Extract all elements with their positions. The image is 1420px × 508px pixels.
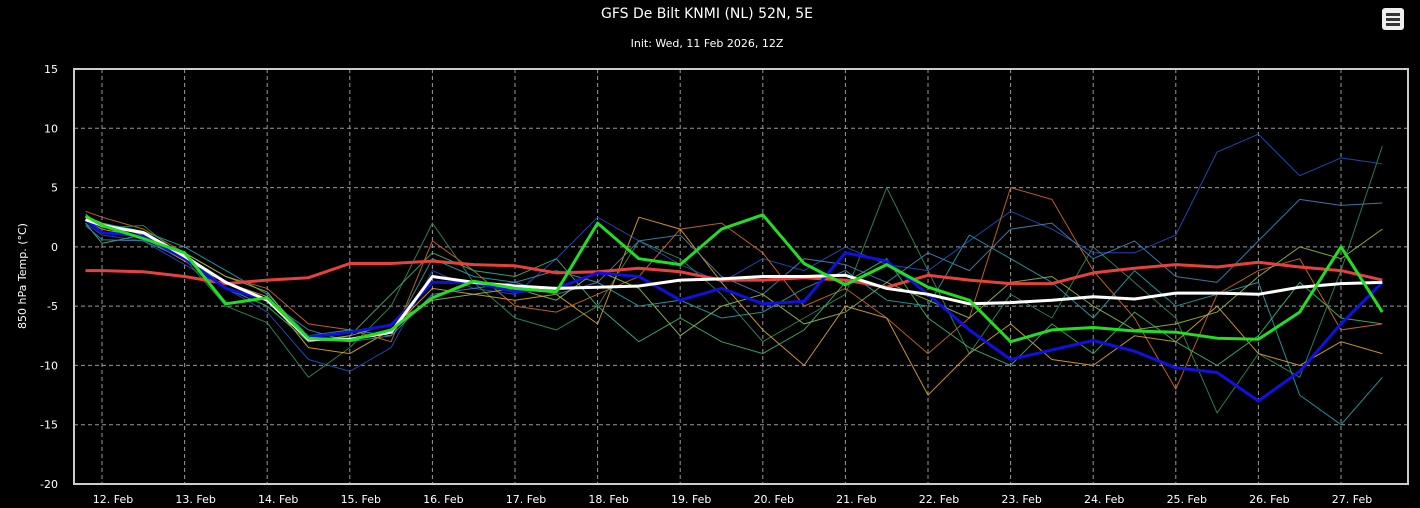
y-tick-label: -20 <box>40 478 58 491</box>
x-tick-label: 12. Feb <box>93 493 133 506</box>
x-tick-label: 19. Feb <box>671 493 711 506</box>
hamburger-icon-bar <box>1386 18 1400 21</box>
x-tick-label: 25. Feb <box>1167 493 1207 506</box>
x-tick-label: 16. Feb <box>423 493 463 506</box>
grid <box>74 69 1408 484</box>
ensemble-member-line <box>85 215 1383 343</box>
chart-subtitle: Init: Wed, 11 Feb 2026, 12Z <box>630 37 784 50</box>
green-run-line <box>84 213 1384 344</box>
x-tick-label: 18. Feb <box>588 493 628 506</box>
y-axis-label: 850 hPa Temp. (°C) <box>16 223 29 329</box>
x-tick-label: 24. Feb <box>1084 493 1124 506</box>
x-tick-label: 13. Feb <box>175 493 215 506</box>
x-tick-label: 26. Feb <box>1249 493 1289 506</box>
chart-title: GFS De Bilt KNMI (NL) 52N, 5E <box>600 6 814 22</box>
x-tick-label: 15. Feb <box>341 493 381 506</box>
x-tick-label: 14. Feb <box>258 493 298 506</box>
ensemble-member-line <box>85 186 1383 391</box>
plot-lines <box>84 133 1384 426</box>
menu-button[interactable] <box>1382 8 1404 30</box>
y-axis-ticks: 15 10 5 0 -5 -10 -15 -20 <box>40 63 58 491</box>
x-tick-label: 22. Feb <box>919 493 959 506</box>
y-tick-label: -15 <box>40 419 58 432</box>
x-tick-label: 21. Feb <box>836 493 876 506</box>
y-tick-label: -10 <box>40 359 58 372</box>
y-tick-label: 5 <box>51 182 58 195</box>
y-tick-label: -5 <box>47 300 58 313</box>
x-tick-label: 17. Feb <box>506 493 546 506</box>
climate-line <box>85 259 1383 289</box>
plot-border <box>73 68 1409 485</box>
ensemble-member-line <box>85 145 1383 414</box>
y-tick-label: 10 <box>44 122 58 135</box>
hamburger-icon-bar <box>1386 13 1400 16</box>
x-axis-ticks: 12. Feb 13. Feb 14. Feb 15. Feb 16. Feb 17. F… <box>93 493 1372 506</box>
x-tick-label: 23. Feb <box>1001 493 1041 506</box>
x-tick-label: 20. Feb <box>754 493 794 506</box>
x-tick-label: 27. Feb <box>1332 493 1372 506</box>
hamburger-icon-bar <box>1386 23 1400 26</box>
y-tick-label: 15 <box>44 63 58 76</box>
y-tick-label: 0 <box>51 241 58 254</box>
ensemble-member-line <box>85 133 1383 372</box>
